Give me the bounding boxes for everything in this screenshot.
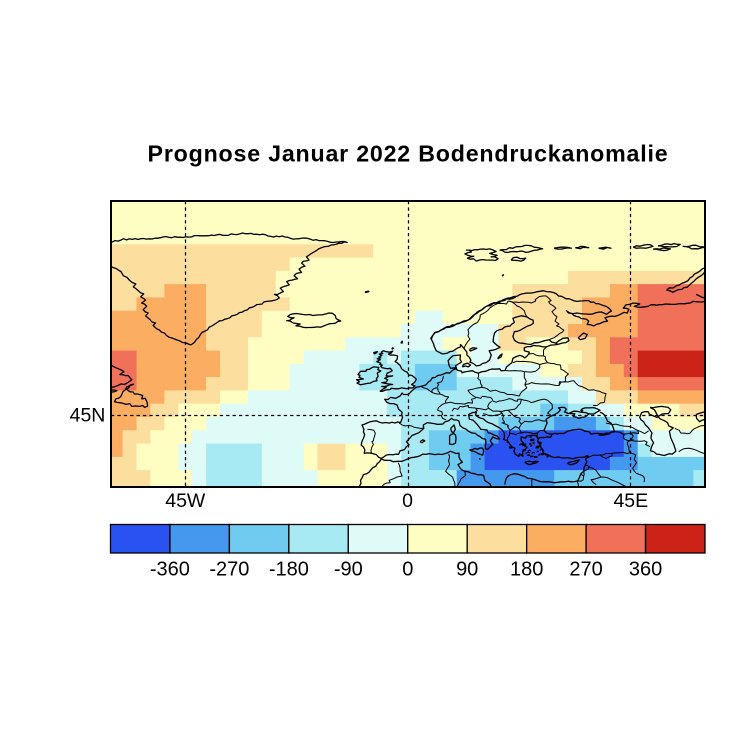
svg-text:0: 0: [402, 559, 413, 581]
svg-text:270: 270: [569, 559, 602, 581]
svg-text:0: 0: [402, 490, 413, 512]
svg-text:45W: 45W: [165, 490, 206, 512]
svg-text:360: 360: [629, 559, 662, 581]
svg-text:-270: -270: [209, 559, 249, 581]
svg-text:90: 90: [456, 559, 478, 581]
svg-text:180: 180: [510, 559, 543, 581]
svg-text:Prognose Januar 2022 Bodendruc: Prognose Januar 2022 Bodendruckanomalie: [148, 141, 669, 167]
svg-text:-180: -180: [269, 559, 309, 581]
svg-text:-90: -90: [334, 559, 363, 581]
svg-text:45N: 45N: [70, 405, 106, 427]
svg-text:45E: 45E: [613, 490, 648, 512]
svg-text:-360: -360: [150, 559, 190, 581]
